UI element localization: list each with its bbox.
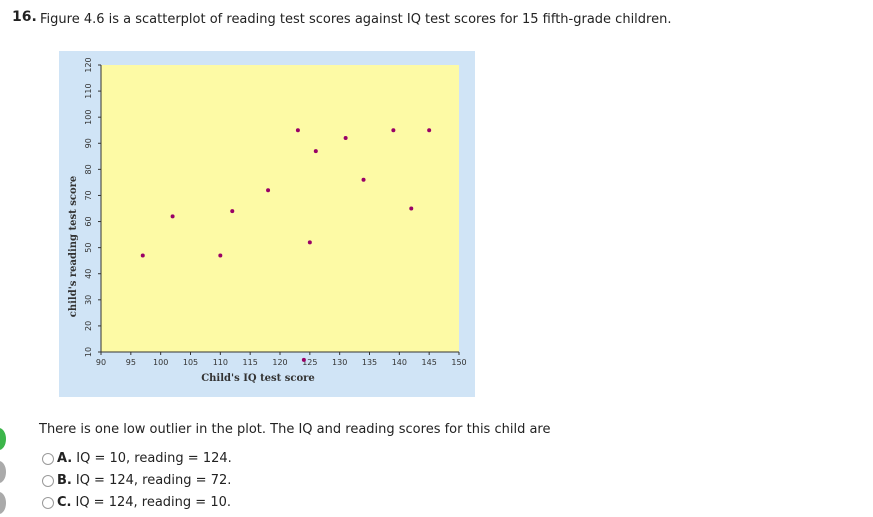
x-axis-label: Child's IQ test score <box>201 373 315 384</box>
data-point <box>301 357 306 362</box>
x-tick-label: 150 <box>451 358 466 367</box>
scatterplot: 90 95 100 105 110 115 120 125 130 135 140 145 150 10 2… <box>68 57 467 384</box>
data-point <box>361 177 366 182</box>
option-a-text: IQ = 10, reading = 124. <box>76 451 232 466</box>
data-point <box>313 149 318 154</box>
x-tick-label: 90 <box>96 358 106 367</box>
y-tick-label: 100 <box>84 110 93 125</box>
y-tick-label: 90 <box>84 138 93 148</box>
option-b-letter: B. <box>57 473 72 488</box>
plot-area <box>101 65 459 352</box>
data-point <box>307 240 312 245</box>
y-tick-label: 70 <box>84 190 93 200</box>
progress-marker[interactable] <box>0 492 6 514</box>
data-point <box>140 253 145 258</box>
y-tick-label: 110 <box>84 83 93 98</box>
question-number: 16. <box>12 9 37 25</box>
question-text: There is one low outlier in the plot. Th… <box>39 422 551 437</box>
y-tick-label: 50 <box>84 243 93 253</box>
x-tick-label: 105 <box>183 358 198 367</box>
option-b-text: IQ = 124, reading = 72. <box>75 473 232 488</box>
data-point <box>343 136 348 141</box>
data-point <box>427 128 432 133</box>
x-tick-label: 110 <box>213 358 228 367</box>
y-tick-label: 120 <box>84 57 93 72</box>
progress-marker-answered[interactable] <box>0 428 6 450</box>
y-tick-label: 30 <box>84 295 93 305</box>
option-c[interactable]: C. IQ = 124, reading = 10. <box>42 495 231 510</box>
x-tick-label: 120 <box>272 358 287 367</box>
y-tick-label: 40 <box>84 269 93 279</box>
option-a[interactable]: A. IQ = 10, reading = 124. <box>42 451 232 466</box>
scatterplot-figure: 90 95 100 105 110 115 120 125 130 135 140 145 150 10 2… <box>59 51 475 397</box>
option-b-radio[interactable] <box>42 474 54 487</box>
data-point <box>409 206 414 211</box>
x-tick-label: 95 <box>126 358 136 367</box>
data-point <box>391 128 396 133</box>
x-tick-label: 140 <box>392 358 407 367</box>
x-tick-label: 125 <box>302 358 317 367</box>
x-tick-label: 100 <box>153 358 168 367</box>
y-tick-label: 10 <box>84 347 93 357</box>
x-tick-label: 115 <box>243 358 258 367</box>
option-c-text: IQ = 124, reading = 10. <box>75 495 231 510</box>
option-a-radio[interactable] <box>42 452 54 465</box>
option-c-radio[interactable] <box>42 496 54 509</box>
option-a-letter: A. <box>57 451 73 466</box>
data-point <box>218 253 223 258</box>
x-tick-label: 145 <box>422 358 437 367</box>
y-tick-label: 80 <box>84 164 93 174</box>
data-point <box>266 188 271 193</box>
x-tick-label: 135 <box>362 358 377 367</box>
x-tick-label: 130 <box>332 358 347 367</box>
option-b[interactable]: B. IQ = 124, reading = 72. <box>42 473 231 488</box>
data-point <box>295 128 300 133</box>
y-axis-label: child's reading test score <box>68 176 79 318</box>
y-tick-label: 60 <box>84 216 93 226</box>
y-tick-label: 20 <box>84 321 93 331</box>
data-point <box>230 209 235 214</box>
question-prompt: Figure 4.6 is a scatterplot of reading t… <box>40 12 672 27</box>
progress-marker[interactable] <box>0 461 6 483</box>
data-point <box>170 214 175 219</box>
option-c-letter: C. <box>57 495 72 510</box>
